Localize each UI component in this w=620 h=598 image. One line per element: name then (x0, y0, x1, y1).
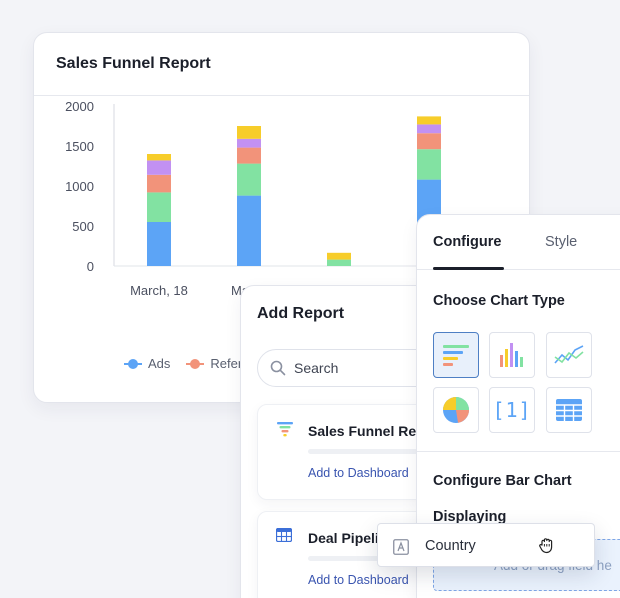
choose-chart-type-title: Choose Chart Type (433, 293, 565, 309)
bar-horizontal-icon (443, 345, 469, 366)
configure-bar-chart-title: Configure Bar Chart (433, 473, 572, 489)
report-title: Sales Funnel Report (56, 55, 211, 72)
chart-type-pie[interactable] (433, 387, 479, 433)
line-chart-icon (554, 345, 584, 364)
bar-segment[interactable] (417, 124, 441, 134)
funnel-icon (277, 422, 293, 437)
y-tick-label: 1500 (65, 139, 94, 154)
search-input[interactable] (294, 360, 444, 376)
bar-segment[interactable] (237, 195, 261, 266)
search-box[interactable] (257, 349, 457, 387)
section-divider (417, 451, 620, 452)
bar-segment[interactable] (147, 160, 171, 175)
y-tick-label: 1000 (65, 179, 94, 194)
table-grid-icon (276, 528, 292, 542)
chart-legend: Ads Referra (124, 356, 254, 371)
bar-segment[interactable] (147, 192, 171, 222)
add-report-title: Add Report (257, 305, 345, 322)
report-item-placeholder-bar (308, 449, 468, 454)
dragged-field-chip[interactable]: Country (377, 523, 595, 567)
displaying-label: Displaying (433, 509, 507, 525)
chart-type-table[interactable] (546, 387, 592, 433)
chart-type-bar-horizontal[interactable] (433, 332, 479, 378)
bar-segment[interactable] (417, 133, 441, 150)
tab-configure[interactable]: Configure (433, 234, 502, 250)
chip-label: Country (425, 538, 476, 554)
report-item-name: Sales Funnel Rep (308, 423, 425, 439)
legend-swatch-referral (186, 358, 205, 369)
text-field-icon (393, 539, 409, 555)
tab-style[interactable]: Style (545, 234, 578, 250)
active-tab-indicator (433, 267, 504, 270)
legend-swatch-ads (124, 358, 142, 369)
bar-segment[interactable] (147, 154, 171, 161)
bar-segment[interactable] (417, 116, 441, 125)
table-icon (556, 399, 582, 421)
bar-segment[interactable] (237, 126, 261, 139)
number-icon: [1] (492, 398, 532, 422)
grab-hand-icon (539, 538, 553, 554)
bar-segment[interactable] (147, 222, 171, 266)
bar-segment[interactable] (417, 149, 441, 180)
chart-type-bar-vertical[interactable] (489, 332, 535, 378)
y-tick-label: 0 (87, 259, 94, 274)
bar-segment[interactable] (237, 163, 261, 196)
legend-item-ads[interactable]: Ads (124, 356, 170, 371)
bar-segment[interactable] (327, 259, 351, 266)
chart-type-number[interactable]: [1] (489, 387, 535, 433)
report-header: Sales Funnel Report (34, 33, 529, 96)
bar-segment[interactable] (237, 138, 261, 148)
add-to-dashboard-link[interactable]: Add to Dashboard (308, 466, 409, 480)
y-tick-label: 500 (72, 219, 94, 234)
config-tabs: Configure Style (417, 215, 620, 270)
report-item-name: Deal Pipelin (308, 530, 388, 546)
bar-segment[interactable] (327, 252, 351, 260)
search-icon (270, 360, 286, 376)
y-tick-label: 2000 (65, 99, 94, 114)
bar-vertical-icon (500, 343, 523, 367)
x-tick-label: March, 18 (130, 283, 188, 298)
legend-label-ads: Ads (148, 356, 171, 371)
chart-type-line[interactable] (546, 332, 592, 378)
pie-chart-icon (443, 397, 469, 423)
add-to-dashboard-link[interactable]: Add to Dashboard (308, 573, 409, 587)
bar-segment[interactable] (237, 147, 261, 164)
bar-segment[interactable] (147, 174, 171, 193)
